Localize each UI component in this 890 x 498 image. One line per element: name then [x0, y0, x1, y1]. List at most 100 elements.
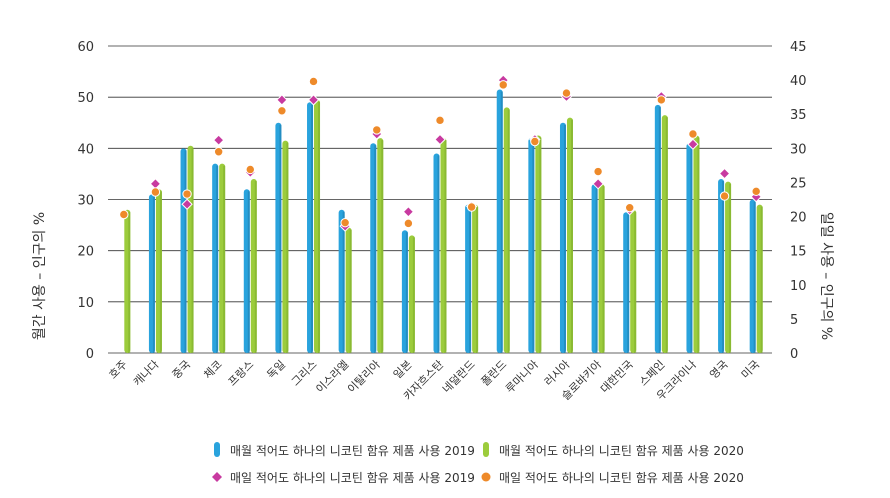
legend-label-bar-2019: 매월 적어도 하나의 니코틴 함유 제품 사용 2019 — [230, 444, 475, 458]
bar — [433, 153, 440, 353]
legend: 매월 적어도 하나의 니코틴 함유 제품 사용 2019 매월 적어도 하나의 … — [212, 442, 744, 485]
marker-circle — [308, 76, 319, 87]
bar — [472, 204, 479, 353]
category-label: 독일 — [264, 357, 288, 381]
bar — [243, 189, 250, 353]
bar — [591, 184, 598, 353]
category-label: 루마니아 — [503, 358, 541, 396]
legend-swatch-marker-2019 — [212, 472, 222, 482]
left-tick-label: 10 — [77, 296, 94, 311]
left-tick-label: 40 — [77, 142, 94, 157]
marker-circle — [403, 218, 414, 229]
marker-circle — [625, 202, 635, 213]
marker-circle — [277, 106, 287, 116]
left-tick-label: 60 — [77, 40, 94, 55]
bar — [338, 209, 345, 353]
bar — [314, 99, 321, 353]
marker-circle — [372, 125, 382, 135]
marker-diamond — [402, 206, 415, 218]
legend-item-marker-2020: 매일 적어도 하나의 니코틴 함유 제품 사용 2020 — [481, 471, 744, 485]
marker-circle — [561, 88, 572, 98]
left-axis-title: 월간 사용 – 인구의 % — [32, 212, 48, 340]
marker-circle — [498, 80, 508, 90]
bar — [212, 163, 219, 353]
marker-circle — [150, 187, 161, 197]
left-tick-label: 50 — [77, 91, 94, 106]
bar — [566, 117, 573, 353]
bar — [623, 212, 630, 353]
bar — [496, 89, 503, 353]
marker-circle — [719, 191, 730, 201]
bar — [219, 163, 226, 353]
category-label: 이스라엘 — [313, 358, 351, 396]
bar — [401, 230, 408, 353]
right-tick-label: 35 — [790, 108, 807, 123]
category-label: 중국 — [170, 358, 194, 382]
bars — [124, 89, 763, 354]
category-label: 네덜란드 — [440, 358, 478, 396]
bar — [370, 143, 377, 353]
bar — [598, 184, 605, 353]
bar — [307, 102, 314, 354]
bar — [180, 148, 187, 353]
right-tick-label: 20 — [790, 211, 807, 226]
bar — [630, 209, 637, 353]
markers — [119, 74, 762, 232]
bar — [124, 209, 131, 353]
legend-swatch-bar-2019 — [214, 442, 220, 457]
bar — [275, 122, 282, 353]
bar — [345, 227, 352, 353]
bar — [718, 179, 725, 353]
right-tick-label: 5 — [790, 313, 798, 328]
marker-diamond — [718, 167, 731, 180]
right-tick-label: 45 — [790, 40, 807, 55]
marker-circle — [751, 186, 761, 197]
bar — [725, 181, 732, 353]
legend-item-bar-2019: 매월 적어도 하나의 니코틴 함유 제품 사용 2019 — [214, 442, 475, 458]
bar — [654, 104, 661, 353]
category-label: 대한민국 — [598, 358, 636, 396]
bar — [440, 138, 447, 353]
marker-diamond — [687, 138, 699, 150]
bar — [187, 145, 194, 353]
bar — [559, 122, 566, 353]
bar — [282, 140, 289, 353]
category-label: 호주 — [106, 358, 130, 382]
category-label: 프랑스 — [226, 358, 257, 389]
bar — [528, 138, 535, 353]
legend-item-bar-2020: 매월 적어도 하나의 니코틴 함유 제품 사용 2020 — [483, 442, 744, 458]
legend-label-marker-2019: 매일 적어도 하나의 니코틴 함유 제품 사용 2019 — [230, 471, 475, 485]
category-label: 이탈리아 — [345, 358, 383, 396]
right-axis-title: 일일 사용 – 인구의 % — [818, 212, 834, 340]
marker-circle — [340, 217, 350, 228]
bar — [250, 179, 257, 353]
bar — [155, 189, 162, 353]
bar — [661, 115, 668, 353]
bar — [535, 135, 542, 353]
marker-circle — [435, 115, 445, 126]
right-tick-label: 0 — [790, 347, 798, 362]
grid — [108, 45, 772, 354]
right-tick-label: 25 — [790, 176, 807, 191]
right-tick-label: 15 — [790, 245, 807, 260]
bar — [465, 204, 472, 353]
legend-swatch-bar-2020 — [483, 442, 489, 457]
category-label: 영국 — [707, 358, 731, 382]
marker-circle — [213, 147, 224, 157]
marker-diamond — [212, 134, 225, 146]
legend-label-marker-2020: 매일 적어도 하나의 니코틴 함유 제품 사용 2020 — [499, 471, 744, 485]
legend-item-marker-2019: 매일 적어도 하나의 니코틴 함유 제품 사용 2019 — [212, 471, 475, 485]
bar — [503, 107, 510, 354]
marker-diamond — [307, 94, 320, 106]
category-label: 캐나다 — [131, 358, 162, 389]
bar — [148, 194, 155, 353]
bar — [377, 138, 384, 353]
marker-circle — [182, 189, 192, 199]
right-tick-label: 10 — [790, 279, 807, 294]
marker-circle — [245, 164, 255, 175]
bar — [693, 135, 700, 353]
marker-diamond — [181, 198, 193, 210]
legend-label-bar-2020: 매월 적어도 하나의 니코틴 함유 제품 사용 2020 — [499, 444, 744, 458]
